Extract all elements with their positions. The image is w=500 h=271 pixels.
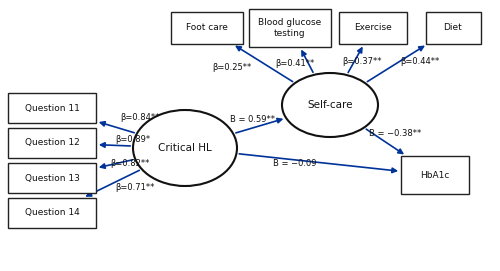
Ellipse shape bbox=[282, 73, 378, 137]
Text: β=0.71**: β=0.71** bbox=[116, 183, 154, 192]
Text: Exercise: Exercise bbox=[354, 24, 392, 33]
FancyBboxPatch shape bbox=[8, 128, 96, 158]
Text: Self-care: Self-care bbox=[307, 100, 353, 110]
FancyBboxPatch shape bbox=[8, 93, 96, 123]
Text: Question 14: Question 14 bbox=[24, 208, 80, 218]
Text: Foot care: Foot care bbox=[186, 24, 228, 33]
Text: Question 13: Question 13 bbox=[24, 173, 80, 182]
Text: Question 11: Question 11 bbox=[24, 104, 80, 112]
Text: β=0.44**: β=0.44** bbox=[400, 57, 440, 66]
FancyBboxPatch shape bbox=[8, 198, 96, 228]
Text: Critical HL: Critical HL bbox=[158, 143, 212, 153]
Text: β=0.84**: β=0.84** bbox=[120, 114, 160, 122]
Text: B = −0.38**: B = −0.38** bbox=[369, 128, 421, 137]
FancyBboxPatch shape bbox=[426, 12, 480, 44]
Text: β=0.41**: β=0.41** bbox=[276, 59, 314, 67]
Text: β=0.82**: β=0.82** bbox=[110, 159, 150, 167]
FancyBboxPatch shape bbox=[171, 12, 243, 44]
Text: Blood glucose
testing: Blood glucose testing bbox=[258, 18, 322, 38]
Text: B = 0.59**: B = 0.59** bbox=[230, 115, 276, 124]
Ellipse shape bbox=[133, 110, 237, 186]
Text: Question 12: Question 12 bbox=[24, 138, 80, 147]
FancyBboxPatch shape bbox=[339, 12, 407, 44]
FancyBboxPatch shape bbox=[401, 156, 469, 194]
Text: HbA1c: HbA1c bbox=[420, 170, 450, 179]
FancyBboxPatch shape bbox=[8, 163, 96, 193]
Text: β=0.25**: β=0.25** bbox=[212, 63, 252, 73]
Text: β=0.89*: β=0.89* bbox=[116, 136, 150, 144]
Text: B = −0.09: B = −0.09 bbox=[273, 159, 317, 167]
Text: β=0.37**: β=0.37** bbox=[342, 57, 382, 66]
Text: Diet: Diet bbox=[444, 24, 462, 33]
FancyBboxPatch shape bbox=[249, 9, 331, 47]
